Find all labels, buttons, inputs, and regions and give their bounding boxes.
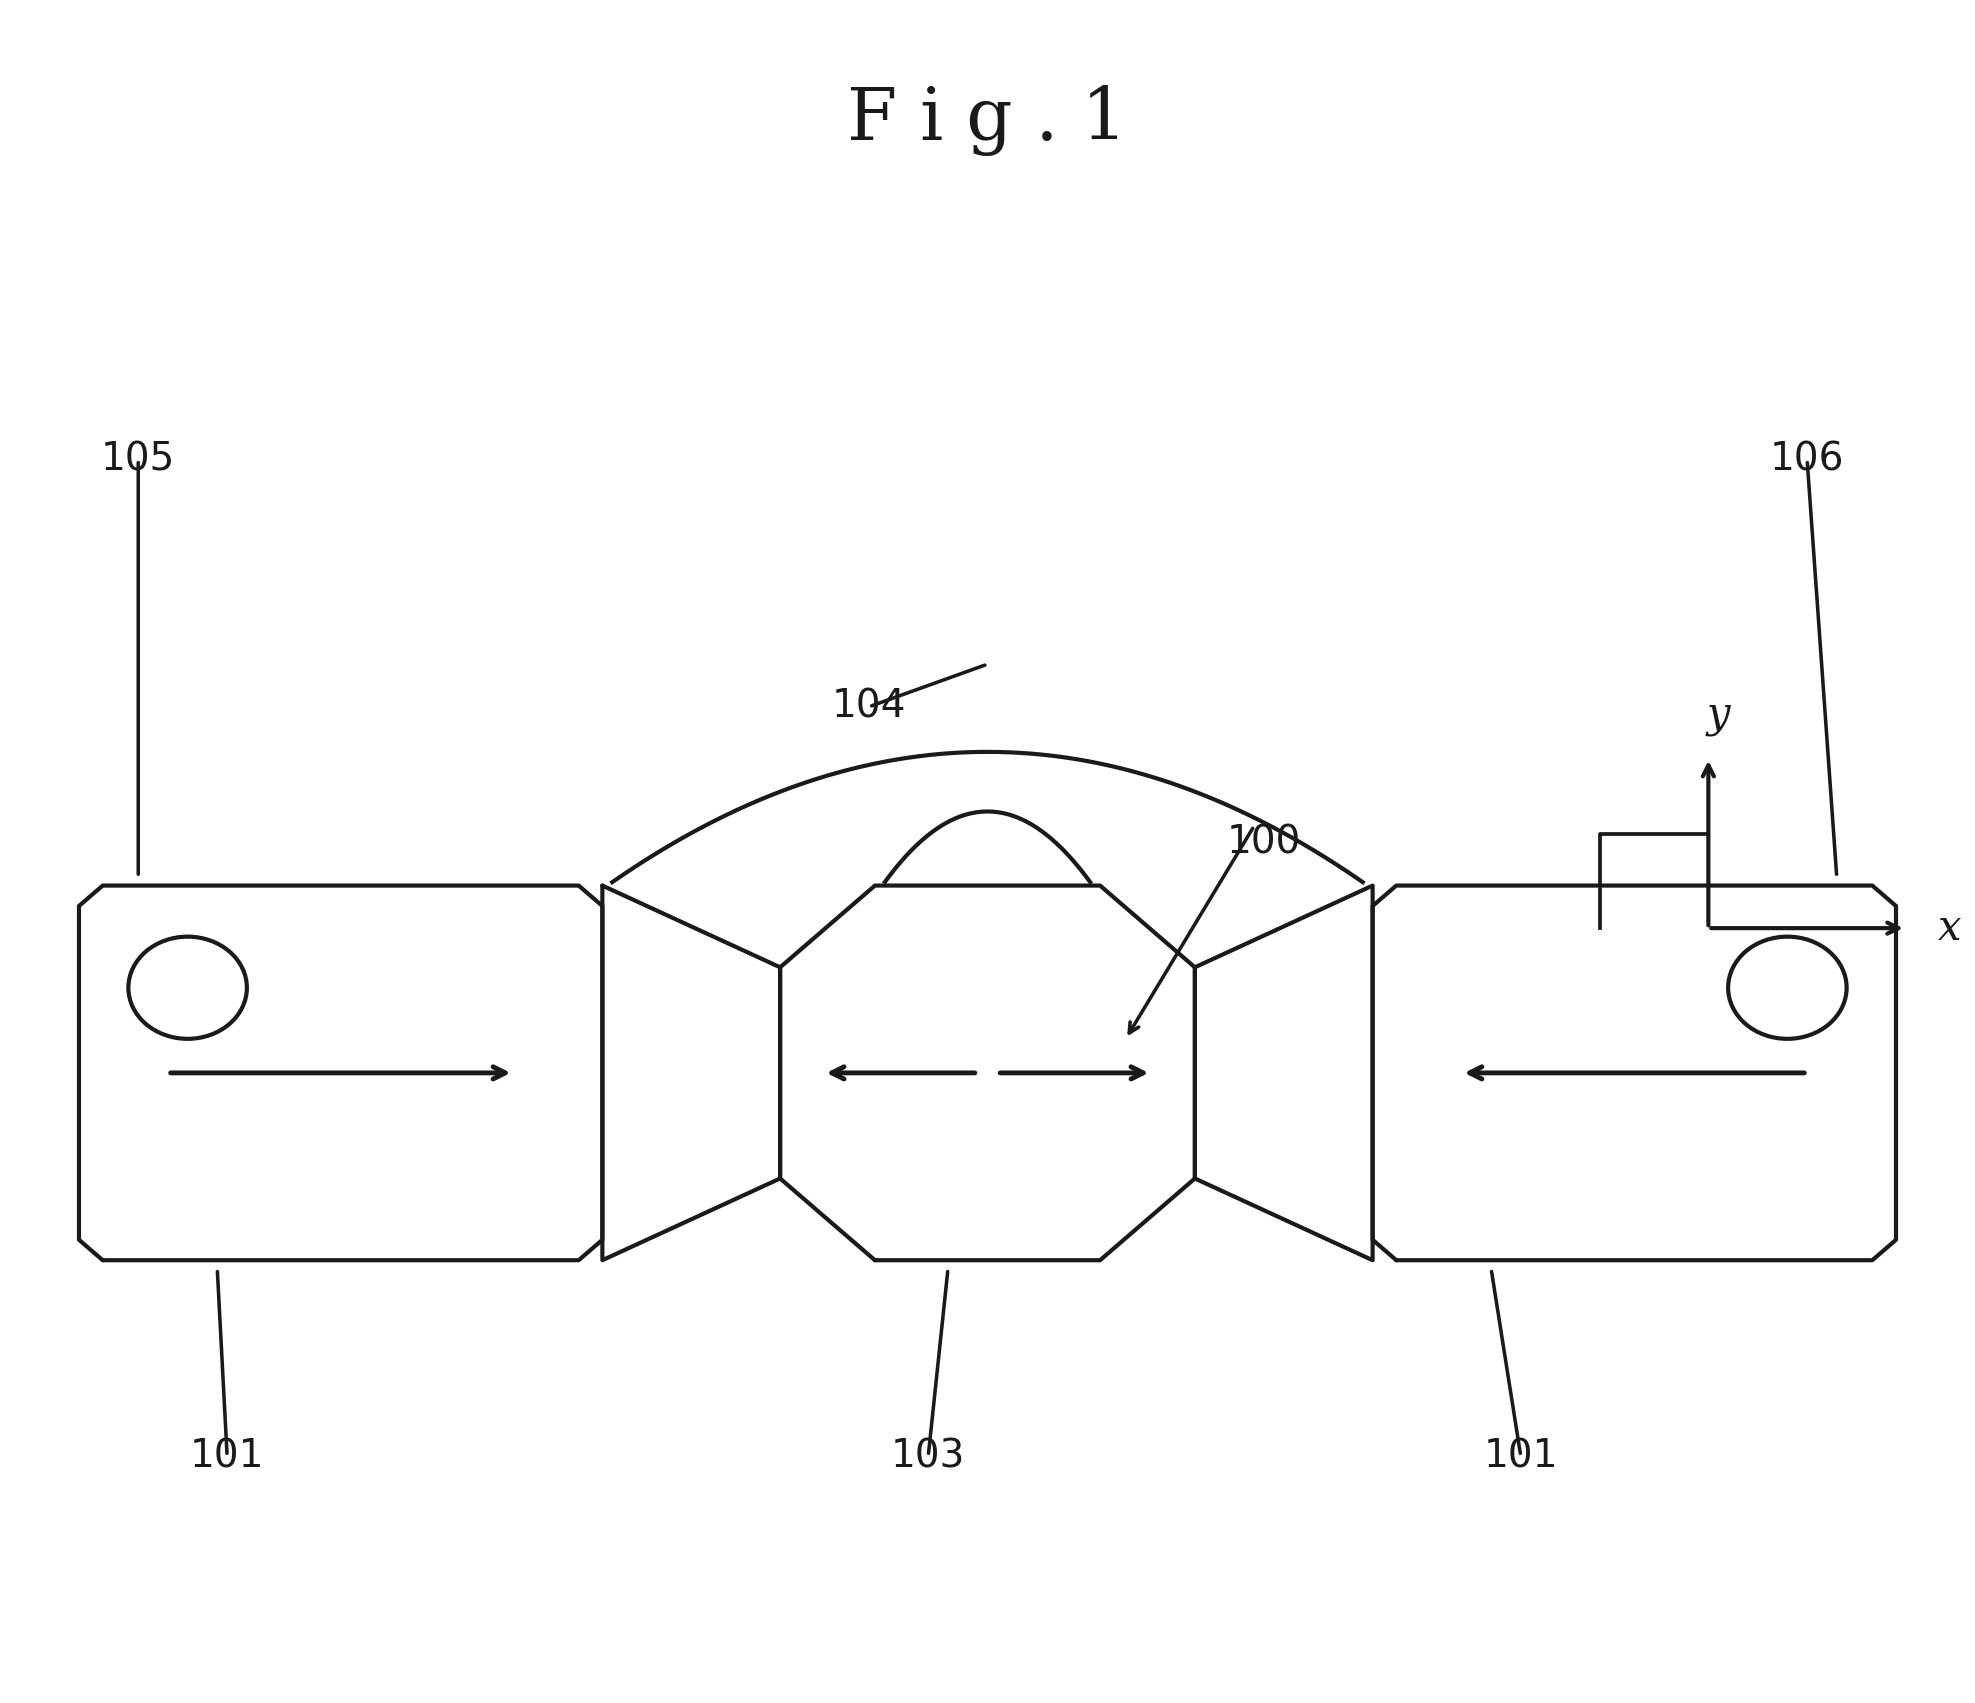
Text: 100: 100 [1226,824,1302,862]
Text: 101: 101 [190,1437,265,1475]
Text: 106: 106 [1770,441,1845,479]
Text: F i g . 1: F i g . 1 [847,85,1128,157]
Text: 105: 105 [101,441,176,479]
Text: 101: 101 [1483,1437,1558,1475]
Text: 104: 104 [831,688,907,725]
Text: x: x [1937,908,1961,949]
Text: y: y [1706,695,1730,736]
Text: 103: 103 [891,1437,966,1475]
